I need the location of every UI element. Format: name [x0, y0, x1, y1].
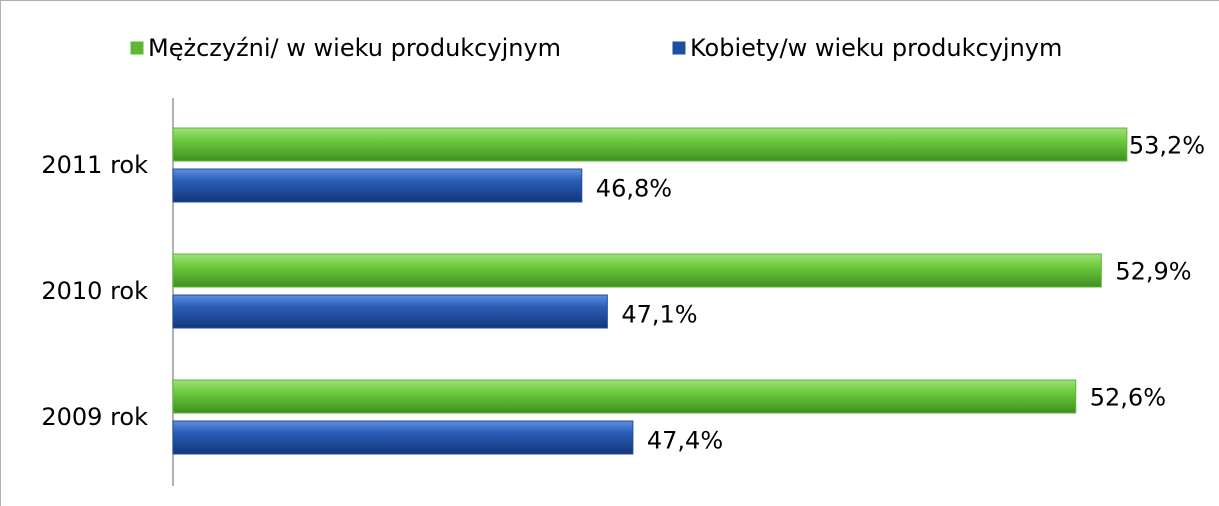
data-label: 47,4% [647, 427, 723, 455]
legend-swatch [671, 40, 687, 56]
y-tick-label: 2010 rok [41, 277, 148, 305]
data-label: 47,1% [621, 301, 697, 329]
y-tick-label: 2011 rok [41, 151, 148, 179]
bar [172, 168, 583, 203]
data-label: 46,8% [596, 175, 672, 203]
bar [172, 420, 634, 455]
bar [172, 253, 1102, 288]
legend-swatch [129, 40, 145, 56]
bar [172, 127, 1128, 162]
data-label: 52,9% [1115, 258, 1191, 286]
bar [172, 294, 608, 329]
data-label: 52,6% [1090, 384, 1166, 412]
legend-label: Mężczyźni/ w wieku produkcyjnym [148, 34, 561, 62]
bar [172, 379, 1077, 414]
data-label: 53,2% [1129, 132, 1205, 160]
legend-label: Kobiety/w wieku produkcyjnym [690, 34, 1062, 62]
y-tick-label: 2009 rok [41, 403, 148, 431]
